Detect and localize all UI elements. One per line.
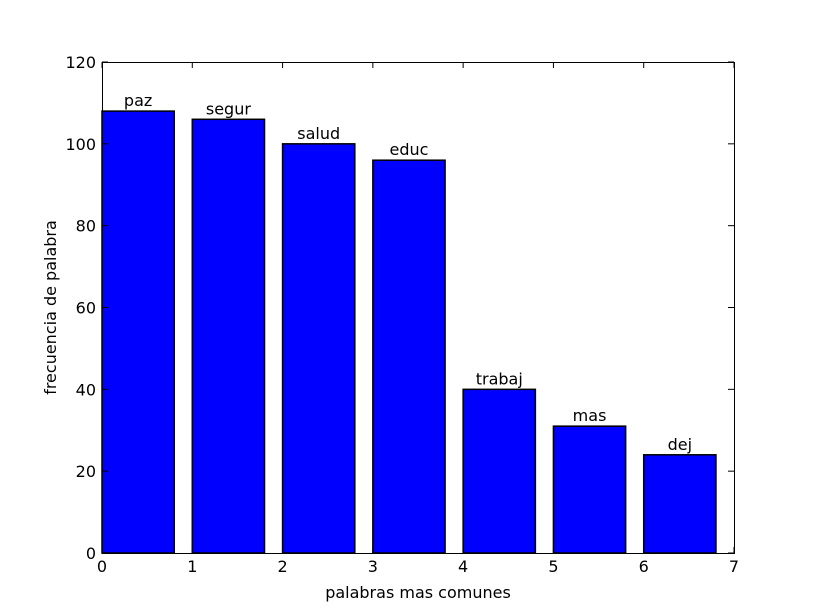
bar-label-segur: segur xyxy=(206,99,251,118)
y-tick-label: 40 xyxy=(76,380,96,399)
bars-layer xyxy=(101,110,717,554)
bar-label-salud: salud xyxy=(297,124,340,143)
bar-trabaj xyxy=(462,388,537,554)
x-tick-labels: 0 1 2 3 4 5 6 7 xyxy=(97,557,739,576)
bar-label-trabaj: trabaj xyxy=(476,369,523,388)
x-tick-label: 0 xyxy=(97,557,107,576)
y-tick-label: 100 xyxy=(65,135,96,154)
bar-paz xyxy=(101,110,175,554)
x-tick-label: 6 xyxy=(639,557,649,576)
x-tick-label: 1 xyxy=(187,557,197,576)
x-tick-label: 3 xyxy=(368,557,378,576)
bar-dej xyxy=(642,454,717,554)
bar-label-mas: mas xyxy=(573,406,607,425)
y-tick-labels: 0 20 40 60 80 100 120 xyxy=(65,53,96,563)
x-tick-label: 5 xyxy=(548,557,558,576)
x-tick-label: 2 xyxy=(277,557,287,576)
y-tick-label: 120 xyxy=(65,53,96,72)
bar-segur xyxy=(191,118,266,554)
x-tick-label: 4 xyxy=(458,557,468,576)
bar-mas xyxy=(552,425,627,554)
bar-label-dej: dej xyxy=(668,435,692,454)
y-tick-label: 20 xyxy=(76,462,96,481)
y-tick-label: 80 xyxy=(76,217,96,236)
x-axis-label: palabras mas comunes xyxy=(325,583,511,602)
y-tick-label: 0 xyxy=(86,544,96,563)
y-axis-label: frecuencia de palabra xyxy=(41,220,60,395)
x-tick-label: 7 xyxy=(729,557,739,576)
bar-labels-layer: paz segur salud educ trabaj mas dej xyxy=(124,91,692,454)
bar-label-paz: paz xyxy=(124,91,152,110)
bar-label-educ: educ xyxy=(390,140,429,159)
ticks-layer xyxy=(101,61,735,554)
bar-salud xyxy=(281,143,356,554)
bar-educ xyxy=(372,159,446,554)
y-tick-label: 60 xyxy=(76,299,96,318)
